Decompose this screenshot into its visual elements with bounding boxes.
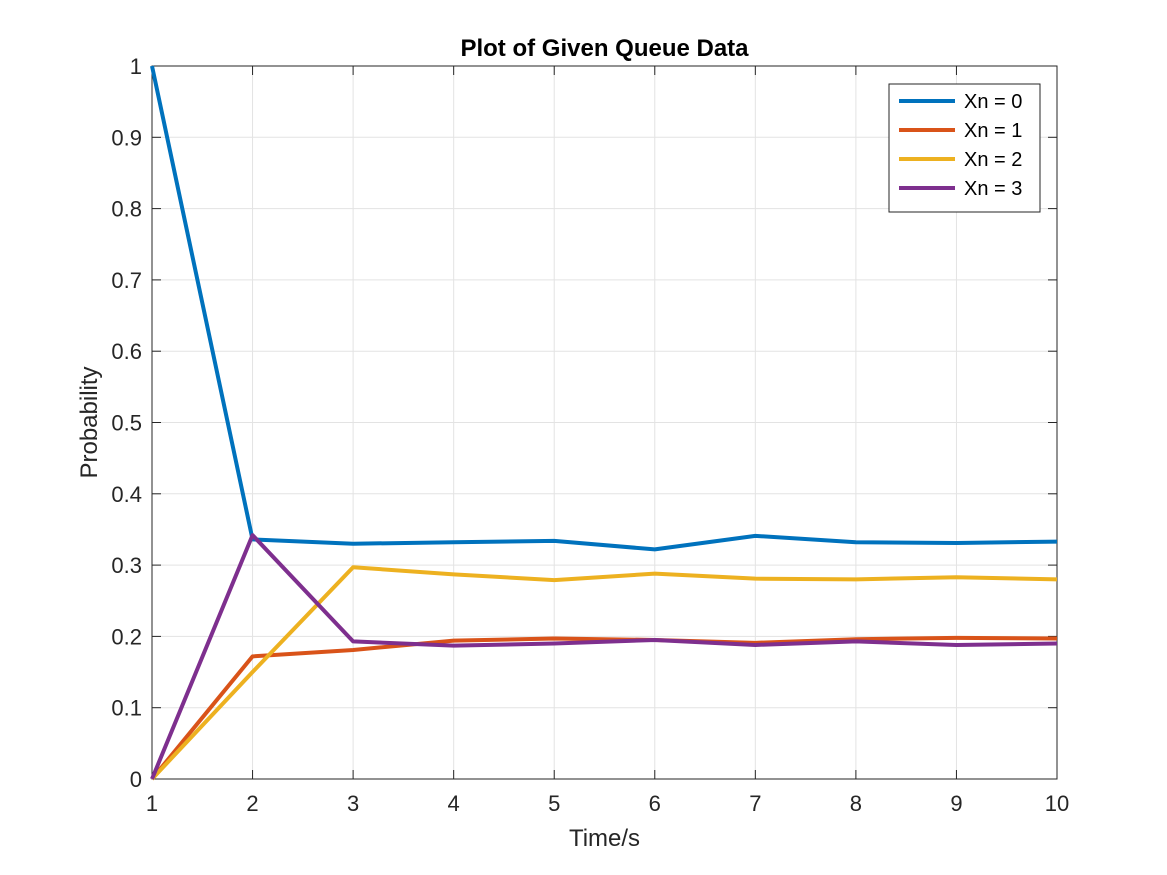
y-tick-label: 1 (130, 54, 142, 79)
legend-label-3: Xn = 3 (964, 178, 1022, 200)
y-tick-label: 0.1 (111, 696, 142, 721)
y-tick-label: 0.9 (111, 125, 142, 150)
x-tick-label: 5 (548, 791, 560, 816)
series-line-1 (150, 635, 1058, 781)
x-tick-label: 4 (448, 791, 460, 816)
x-tick-label: 6 (649, 791, 661, 816)
legend-label-0: Xn = 0 (964, 91, 1022, 113)
x-axis-label: Time/s (569, 825, 640, 852)
axis-ticks: 1 2 3 4 5 6 7 8 9 10 0 0.1 0.2 0.3 0.4 0.5 0.6 0.7 0.8 0.9 1 (111, 54, 1069, 816)
x-tick-label: 7 (749, 791, 761, 816)
x-tick-label: 10 (1045, 791, 1069, 816)
y-tick-label: 0.7 (111, 268, 142, 293)
x-tick-label: 3 (347, 791, 359, 816)
y-tick-label: 0.2 (111, 624, 142, 649)
y-axis-label: Probability (76, 366, 103, 478)
y-tick-label: 0.5 (111, 411, 142, 436)
x-tick-label: 2 (246, 791, 258, 816)
legend-box (888, 83, 1041, 213)
legend-label-1: Xn = 1 (964, 120, 1022, 142)
x-tick-label: 9 (950, 791, 962, 816)
y-tick-label: 0.6 (111, 339, 142, 364)
x-tick-label: 8 (850, 791, 862, 816)
y-tick-label: 0 (130, 767, 142, 792)
series-line-3 (150, 533, 1058, 780)
y-tick-label: 0.4 (111, 482, 142, 507)
legend-label-2: Xn = 2 (964, 149, 1022, 171)
x-tick-label: 1 (146, 791, 158, 816)
y-tick-label: 0.8 (111, 197, 142, 222)
legend: Xn = 0 Xn = 1 Xn = 2 Xn = 3 (888, 83, 1041, 213)
series-line-0 (150, 65, 1058, 552)
chart-title: Plot of Given Queue Data (460, 35, 749, 62)
y-tick-label: 0.3 (111, 553, 142, 578)
series-line-2 (150, 565, 1058, 781)
series-lines (150, 65, 1058, 781)
